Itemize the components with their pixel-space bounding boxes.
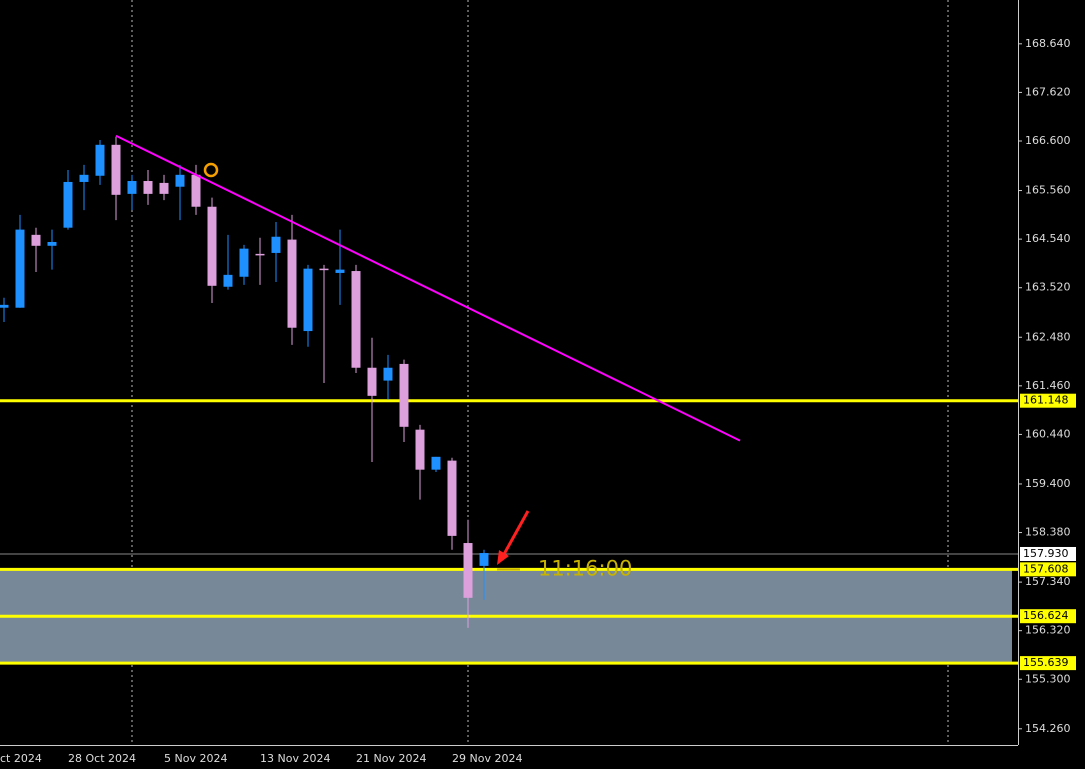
candle-body: [431, 456, 441, 470]
trendline: [115, 134, 741, 442]
event-icon: [203, 162, 219, 178]
candle-body: [95, 144, 105, 176]
y-tick-label: 155.300: [1025, 672, 1071, 685]
level-label: 155.639: [1023, 656, 1069, 669]
x-tick-label: 29 Nov 2024: [452, 752, 522, 765]
candle-body: [399, 363, 409, 427]
level-label-box: [1020, 609, 1076, 624]
candle-body: [63, 181, 73, 228]
candle-body: [447, 460, 457, 536]
candle-body: [191, 174, 201, 207]
candle-body: [351, 271, 361, 368]
y-tick-label: 156.320: [1025, 624, 1071, 637]
price-label-box: [1020, 546, 1076, 561]
y-tick-label: 160.440: [1025, 427, 1071, 440]
candle-body: [159, 182, 169, 194]
candle-body: [223, 274, 233, 287]
candle-body: [175, 174, 185, 187]
level-label-box: [1020, 393, 1076, 408]
y-tick-label: 164.540: [1025, 232, 1071, 245]
candle-body: [335, 269, 345, 273]
x-tick-label: 21 Nov 2024: [356, 752, 426, 765]
level-label: 156.624: [1023, 609, 1069, 622]
candle-body: [47, 241, 57, 246]
x-tick-label: 28 Oct 2024: [68, 752, 136, 765]
y-tick-label: 161.460: [1025, 379, 1071, 392]
candle-body: [79, 174, 89, 182]
y-tick-label: 157.340: [1025, 575, 1071, 588]
x-tick-label: 13 Nov 2024: [260, 752, 330, 765]
y-tick-label: 158.380: [1025, 526, 1071, 539]
candle-body: [207, 206, 217, 286]
candle-body: [271, 236, 281, 253]
candle-body: [367, 367, 377, 396]
y-tick-label: 163.520: [1025, 281, 1071, 294]
level-label: 157.608: [1023, 562, 1069, 575]
level-label-box: [1020, 656, 1076, 671]
red-arrow-head: [497, 550, 509, 565]
price-label: 157.930: [1023, 547, 1069, 560]
red-arrow: [501, 510, 530, 557]
y-tick-label: 159.400: [1025, 477, 1071, 490]
y-tick-label: 154.260: [1025, 722, 1071, 735]
candle-body: [143, 181, 153, 194]
countdown: 11:16:00: [538, 556, 632, 580]
y-tick-label: 168.640: [1025, 37, 1071, 50]
x-tick-label: ct 2024: [0, 752, 42, 765]
y-tick-label: 166.600: [1025, 134, 1071, 147]
candle-body: [111, 144, 121, 195]
level-label-box: [1020, 562, 1076, 577]
candle-body: [255, 253, 265, 256]
candle-body: [383, 367, 393, 381]
candle-body: [15, 229, 25, 308]
candle-body: [319, 268, 329, 271]
y-tick-label: 165.560: [1025, 184, 1071, 197]
candle-body: [31, 234, 41, 246]
candle-body: [127, 181, 137, 194]
candle-body: [463, 543, 473, 598]
candle-body: [0, 304, 9, 308]
x-tick-label: 5 Nov 2024: [164, 752, 227, 765]
candle-body: [415, 429, 425, 470]
candle-body: [479, 553, 489, 566]
y-tick-label: 162.480: [1025, 330, 1071, 343]
level-label: 161.148: [1023, 394, 1069, 407]
candle-body: [239, 248, 249, 277]
candle-body: [303, 268, 313, 332]
y-tick-label: 167.620: [1025, 85, 1071, 98]
candle-body: [287, 239, 297, 328]
